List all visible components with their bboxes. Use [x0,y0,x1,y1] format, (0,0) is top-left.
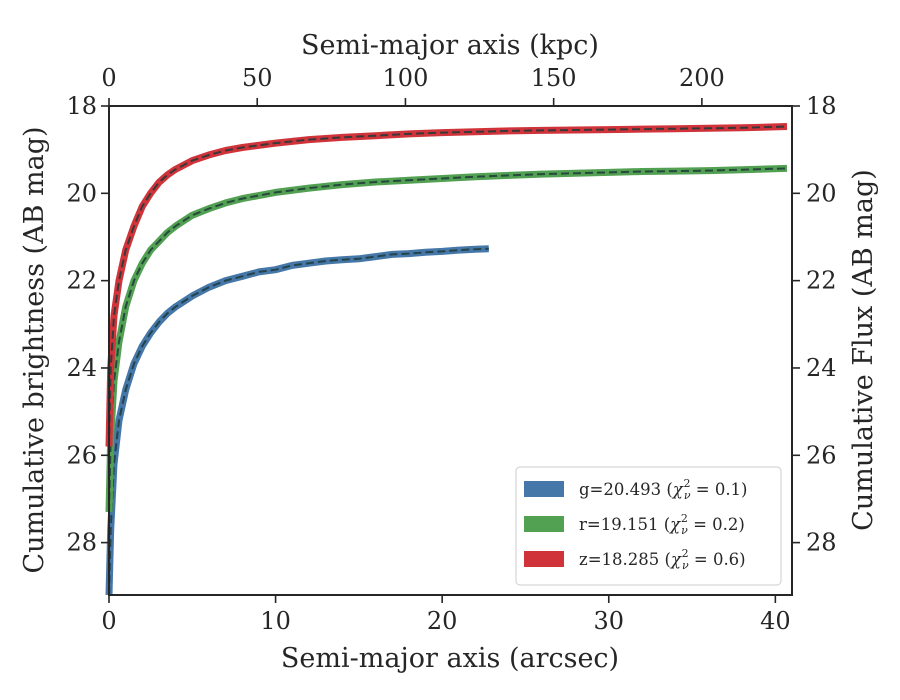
y-tick-label: 22 [66,267,97,295]
x2-axis-title: Semi-major axis (kpc) [301,30,599,61]
x2-tick-label: 150 [531,64,577,92]
y-tick-label: 24 [66,354,97,382]
y2-tick-label: 22 [806,267,837,295]
series-model-line-2 [108,125,788,447]
x2-tick-label: 0 [101,64,116,92]
x-tick-label: 20 [427,607,458,635]
y-tick-label: 20 [66,179,97,207]
series-band-1 [105,164,788,513]
x-tick-label: 40 [760,607,791,635]
x2-tick-label: 200 [679,64,725,92]
series-band-0 [105,245,489,596]
y2-tick-label: 28 [806,529,837,557]
x-tick-label: 30 [593,607,624,635]
y-axis-title: Cumulative brightness (AB mag) [19,126,50,573]
y2-tick-label: 18 [806,92,837,120]
series-layer [105,123,788,596]
ticks-layer: 0 10 20 30 40 0 50 100 150 200 18 18 20 20 22 22 24 24 26 2… [66,64,836,635]
x-axis-title: Semi-major axis (arcsec) [281,643,619,674]
y2-tick-label: 20 [806,179,837,207]
legend-label-1: r=19.151 (χν2 = 0.2) [579,512,745,537]
series-model-line-0 [108,247,489,596]
legend-frame [515,466,782,586]
legend-swatch-1 [524,516,564,532]
x-tick-label: 0 [101,607,116,635]
legend: g=20.493 (χν2 = 0.1) r=19.151 (χν2 = 0.2)… [515,466,782,586]
x2-tick-label: 50 [242,64,273,92]
y2-tick-label: 26 [806,441,837,469]
legend-label-2: z=18.285 (χν2 = 0.6) [579,547,746,572]
series-model-line-1 [108,167,788,513]
legend-label-0: g=20.493 (χν2 = 0.1) [579,477,748,502]
y2-axis-title: Cumulative Flux (AB mag) [848,169,879,531]
legend-swatch-2 [524,551,564,567]
y-tick-label: 28 [66,529,97,557]
plot-frame [108,105,793,596]
y-tick-label: 26 [66,441,97,469]
x2-tick-label: 100 [383,64,429,92]
x-tick-label: 10 [260,607,291,635]
legend-items: g=20.493 (χν2 = 0.1) r=19.151 (χν2 = 0.2)… [524,477,748,572]
legend-swatch-0 [524,481,564,497]
y-tick-label: 18 [66,92,97,120]
y2-tick-label: 24 [806,354,837,382]
